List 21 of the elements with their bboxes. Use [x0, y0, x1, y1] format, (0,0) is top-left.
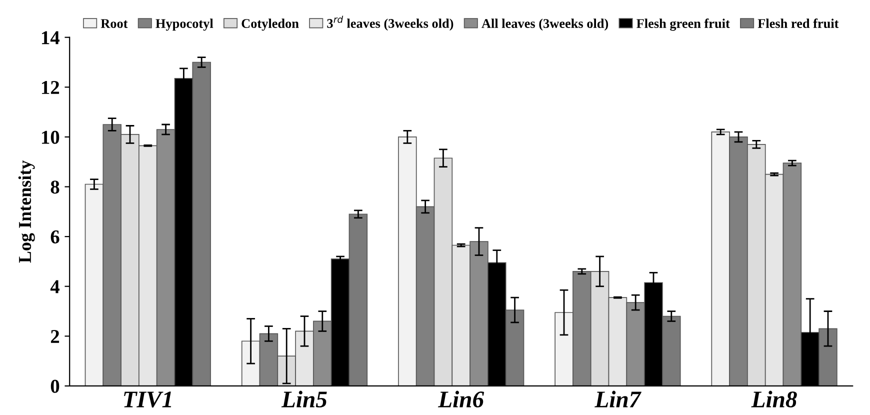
y-tick-label: 0 — [50, 380, 60, 393]
x-tick-label: TIV1 — [124, 392, 172, 408]
y-tick-label: 12 — [42, 81, 60, 94]
legend-label: 3$^{rd}$ leaves (3weeks old) — [327, 16, 454, 31]
x-tick-label: Lin7 — [594, 390, 642, 408]
x-tick-label: Lin8 — [751, 390, 797, 408]
y-tick-label: 2 — [50, 330, 60, 343]
legend-label: All leaves (3weeks old) — [482, 18, 608, 31]
legend-label: Cotyledon — [242, 18, 299, 31]
y-tick-label: 14 — [42, 31, 60, 44]
legend-label: Hypocotyl — [156, 18, 214, 31]
y-tick-label: 8 — [50, 180, 60, 194]
legend-label: Root — [100, 19, 128, 28]
legend-label: Flesh green fruit — [636, 18, 730, 31]
x-tick-label: Lin5 — [281, 390, 327, 408]
legend-label: Flesh red fruit — [758, 18, 839, 28]
x-tick-label: Lin6 — [438, 390, 484, 408]
y-tick-label: 10 — [42, 130, 60, 144]
y-tick-label: 6 — [50, 230, 60, 244]
y-tick-label: 4 — [50, 280, 60, 294]
y-axis-title: Log Intensity — [18, 160, 35, 263]
